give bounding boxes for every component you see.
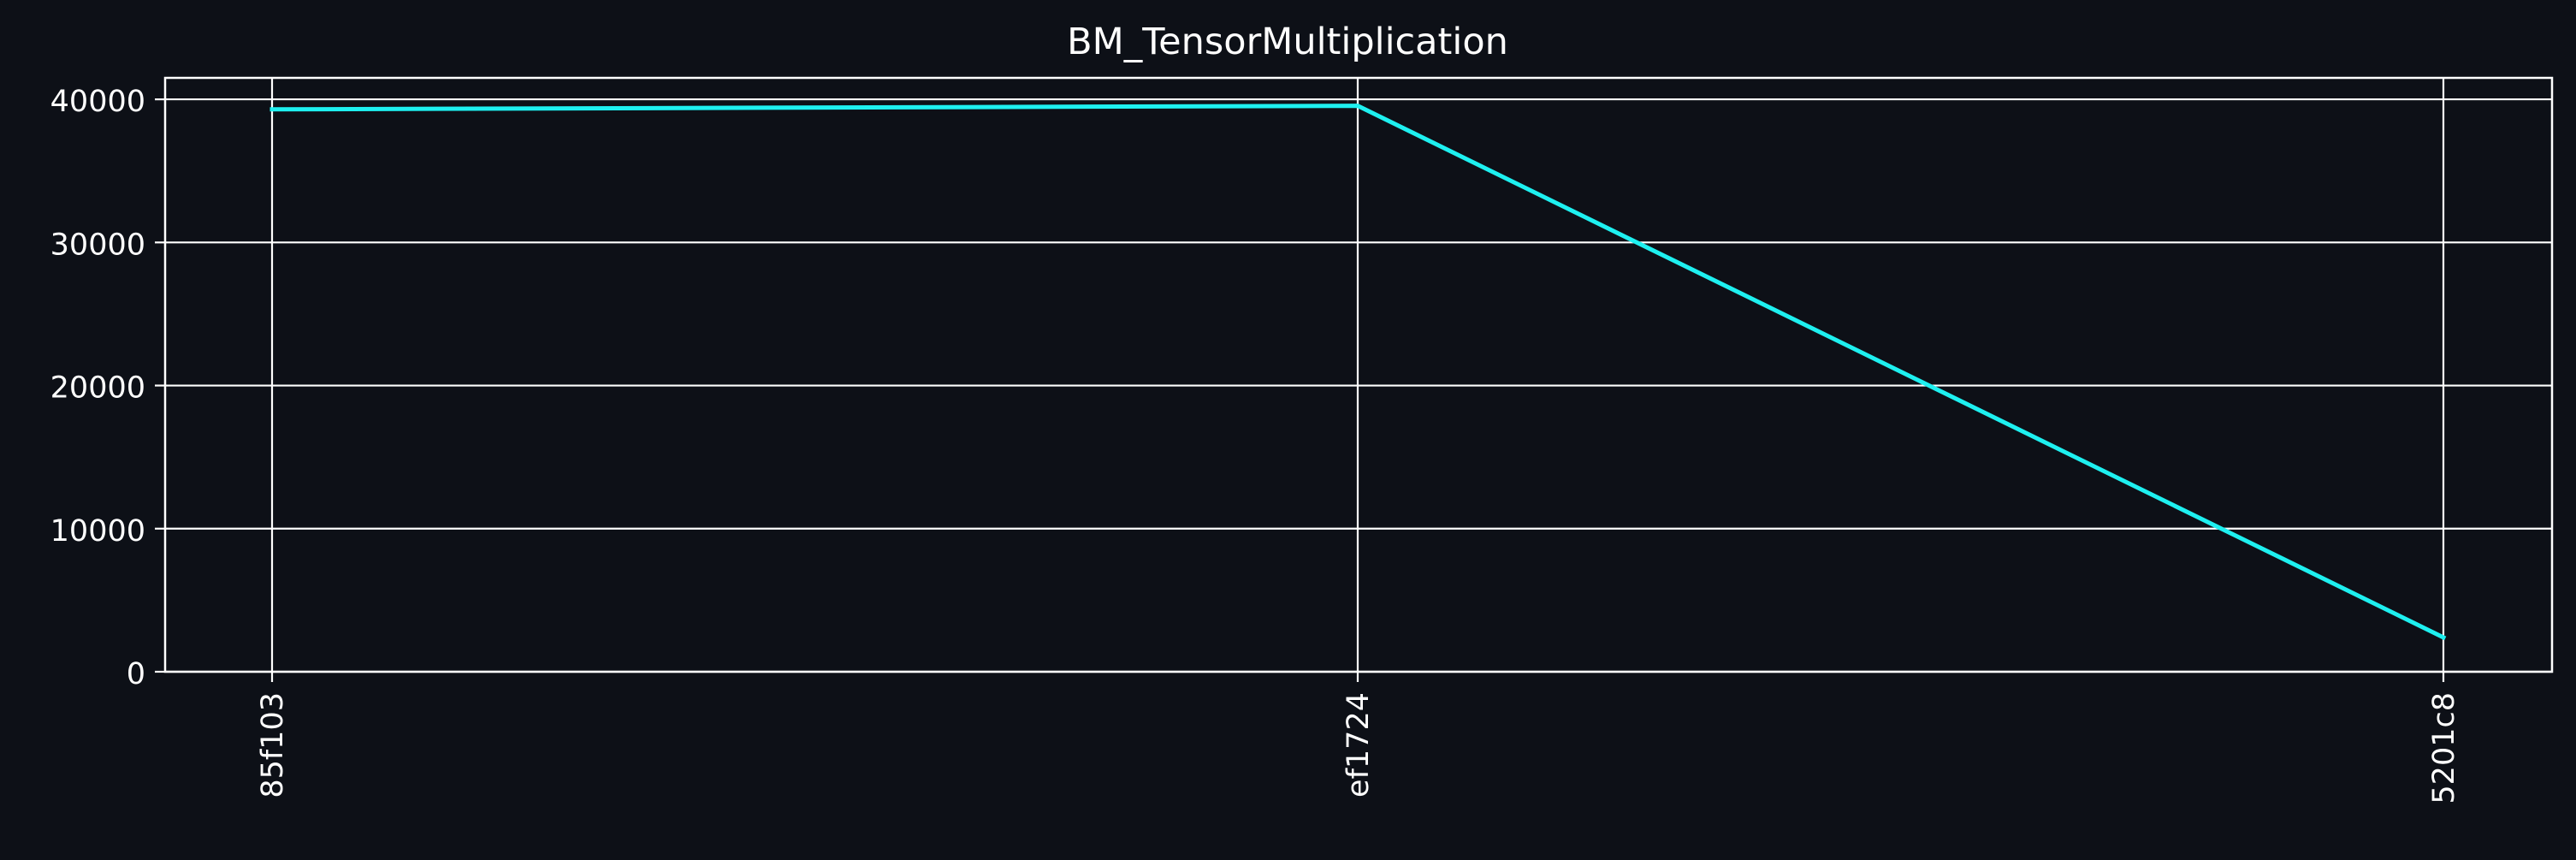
y-tick-label: 30000	[50, 228, 145, 262]
y-tick-label: 10000	[50, 514, 145, 549]
x-tick-label: 85f103	[256, 692, 290, 798]
tick-layer: 0 10000 20000 30000 40000 85f103 ef1724 5201c8	[50, 85, 2461, 804]
y-tick-label: 20000	[50, 371, 145, 406]
y-tick-label: 40000	[50, 85, 145, 119]
series-layer	[269, 104, 2447, 641]
y-tick-label: 0	[127, 657, 145, 691]
chart-title: BM_TensorMultiplication	[1067, 21, 1508, 63]
x-tick-label: 5201c8	[2427, 692, 2461, 804]
x-tick-label: ef1724	[1341, 692, 1376, 798]
grid-lines	[165, 78, 2552, 673]
series-line	[269, 104, 2447, 641]
